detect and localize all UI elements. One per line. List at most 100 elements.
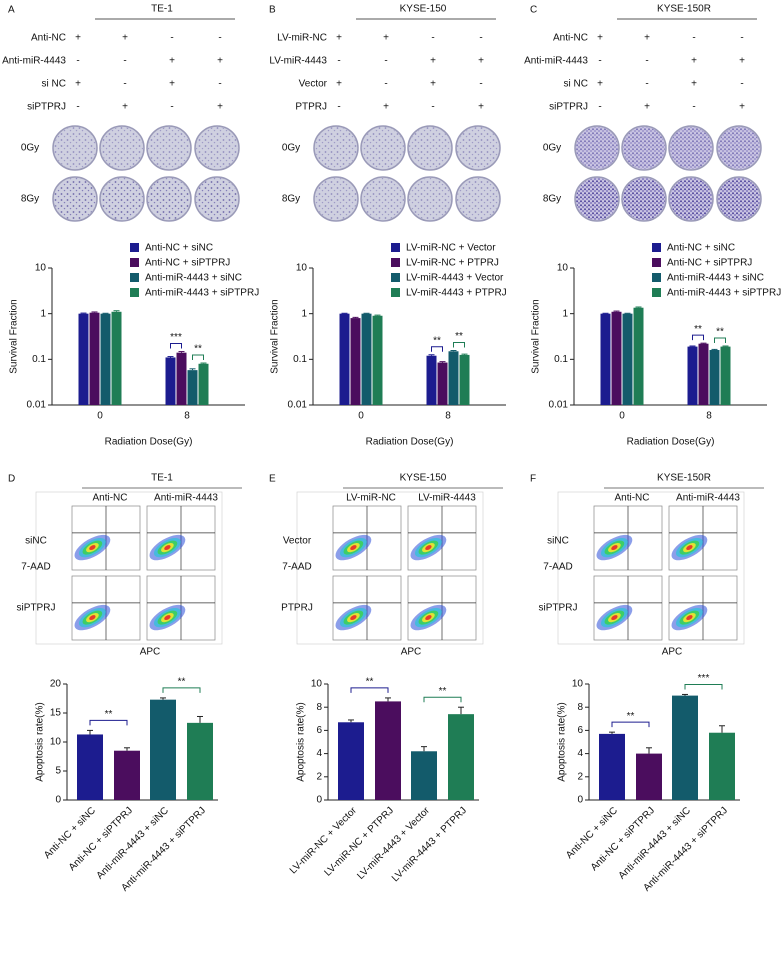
bar bbox=[411, 751, 437, 800]
condition-label: LV-miR-4443 bbox=[269, 56, 327, 67]
y-tick-label: 0 bbox=[577, 795, 583, 806]
condition-sign: - bbox=[76, 56, 79, 67]
y-tick-label: 0.01 bbox=[549, 400, 569, 411]
condition-sign: - bbox=[76, 102, 79, 113]
condition-sign: + bbox=[336, 33, 342, 44]
condition-sign: + bbox=[122, 102, 128, 113]
dose-label: 0Gy bbox=[282, 143, 300, 154]
legend-label: LV-miR-NC + PTPRJ bbox=[406, 258, 499, 269]
legend-swatch bbox=[391, 258, 400, 267]
dish-colonies bbox=[623, 127, 665, 169]
y-axis-title: Survival Fraction bbox=[9, 299, 20, 373]
bar bbox=[599, 733, 625, 800]
y-tick-label: 2 bbox=[316, 771, 322, 782]
significance-label: ** bbox=[439, 686, 447, 697]
condition-sign: - bbox=[692, 33, 695, 44]
row-label: PTPRJ bbox=[281, 603, 313, 614]
bar bbox=[448, 714, 474, 800]
significance-label: ** bbox=[455, 331, 463, 342]
condition-sign: - bbox=[384, 56, 387, 67]
column-label: LV-miR-4443 bbox=[418, 493, 476, 504]
dish-colonies bbox=[148, 127, 190, 169]
y-tick-label: 0 bbox=[55, 795, 61, 806]
condition-sign: + bbox=[691, 79, 697, 90]
y-tick-label: 1 bbox=[40, 308, 46, 319]
y-tick-label: 10 bbox=[296, 263, 308, 274]
condition-sign: - bbox=[431, 33, 434, 44]
bar bbox=[372, 315, 383, 405]
dish-colonies bbox=[148, 178, 190, 220]
significance-label: *** bbox=[698, 673, 710, 684]
x-axis-title: Radiation Dose(Gy) bbox=[105, 437, 193, 448]
x-axis-title: Radiation Dose(Gy) bbox=[366, 437, 454, 448]
bar bbox=[198, 363, 209, 405]
y-tick-label: 1 bbox=[301, 308, 307, 319]
cell-density bbox=[425, 615, 432, 621]
cell-density bbox=[164, 545, 171, 551]
significance-bracket bbox=[453, 342, 465, 348]
condition-label: PTPRJ bbox=[295, 102, 327, 113]
y-tick-label: 10 bbox=[557, 263, 569, 274]
x-tick-label: LV-miR-4443 + PTPRJ bbox=[390, 805, 469, 884]
y-tick-label: 0.01 bbox=[288, 400, 308, 411]
legend-swatch bbox=[130, 243, 139, 252]
bar bbox=[426, 355, 437, 405]
dish-colonies bbox=[196, 178, 238, 220]
x-axis-label: APC bbox=[662, 647, 683, 658]
dish-colonies bbox=[457, 127, 499, 169]
condition-sign: + bbox=[691, 56, 697, 67]
condition-sign: + bbox=[739, 56, 745, 67]
significance-bracket bbox=[170, 343, 182, 349]
panel-title: TE-1 bbox=[151, 473, 173, 484]
significance-label: ** bbox=[105, 709, 113, 720]
legend-label: LV-miR-NC + Vector bbox=[406, 243, 496, 254]
cell-density bbox=[350, 545, 357, 551]
y-axis-label: 7-AAD bbox=[21, 562, 50, 573]
condition-sign: - bbox=[740, 79, 743, 90]
panel-title: TE-1 bbox=[151, 4, 173, 15]
condition-sign: - bbox=[431, 102, 434, 113]
cell-density bbox=[611, 545, 618, 551]
significance-bracket bbox=[423, 696, 462, 703]
condition-sign: - bbox=[384, 79, 387, 90]
panel-letter: D bbox=[8, 474, 15, 485]
dish-colonies bbox=[315, 127, 357, 169]
row-label: siPTPRJ bbox=[539, 603, 578, 614]
y-tick-label: 10 bbox=[572, 679, 584, 690]
condition-label: si NC bbox=[564, 79, 588, 90]
dish-colonies bbox=[409, 127, 451, 169]
x-tick-label: 8 bbox=[184, 411, 190, 422]
condition-sign: - bbox=[479, 79, 482, 90]
condition-label: Anti-NC bbox=[31, 33, 66, 44]
y-tick-label: 8 bbox=[577, 702, 583, 713]
condition-label: si NC bbox=[42, 79, 66, 90]
y-tick-label: 0.01 bbox=[27, 400, 47, 411]
x-tick-label: Anti-miR-4443 + siNC bbox=[617, 805, 693, 881]
condition-sign: + bbox=[478, 56, 484, 67]
bar bbox=[437, 362, 448, 405]
condition-sign: - bbox=[170, 102, 173, 113]
row-label: siNC bbox=[547, 536, 569, 547]
x-axis-title: Radiation Dose(Gy) bbox=[627, 437, 715, 448]
x-tick-label: 8 bbox=[445, 411, 451, 422]
bar bbox=[611, 311, 622, 405]
bar bbox=[459, 354, 470, 405]
y-tick-label: 4 bbox=[316, 748, 322, 759]
column-label: Anti-NC bbox=[92, 493, 127, 504]
bar bbox=[633, 307, 644, 405]
significance-bracket bbox=[192, 354, 204, 361]
y-tick-label: 10 bbox=[50, 737, 62, 748]
legend-label: Anti-NC + siNC bbox=[667, 243, 735, 254]
legend-swatch bbox=[652, 243, 661, 252]
dish-colonies bbox=[670, 127, 712, 169]
dish-colonies bbox=[54, 178, 96, 220]
panel-title: KYSE-150 bbox=[400, 473, 447, 484]
y-tick-label: 6 bbox=[577, 725, 583, 736]
condition-sign: + bbox=[597, 33, 603, 44]
y-axis-title: Survival Fraction bbox=[270, 299, 281, 373]
dose-label: 8Gy bbox=[21, 194, 39, 205]
bar bbox=[150, 699, 176, 800]
legend-swatch bbox=[652, 258, 661, 267]
dish-colonies bbox=[362, 127, 404, 169]
condition-sign: + bbox=[430, 79, 436, 90]
